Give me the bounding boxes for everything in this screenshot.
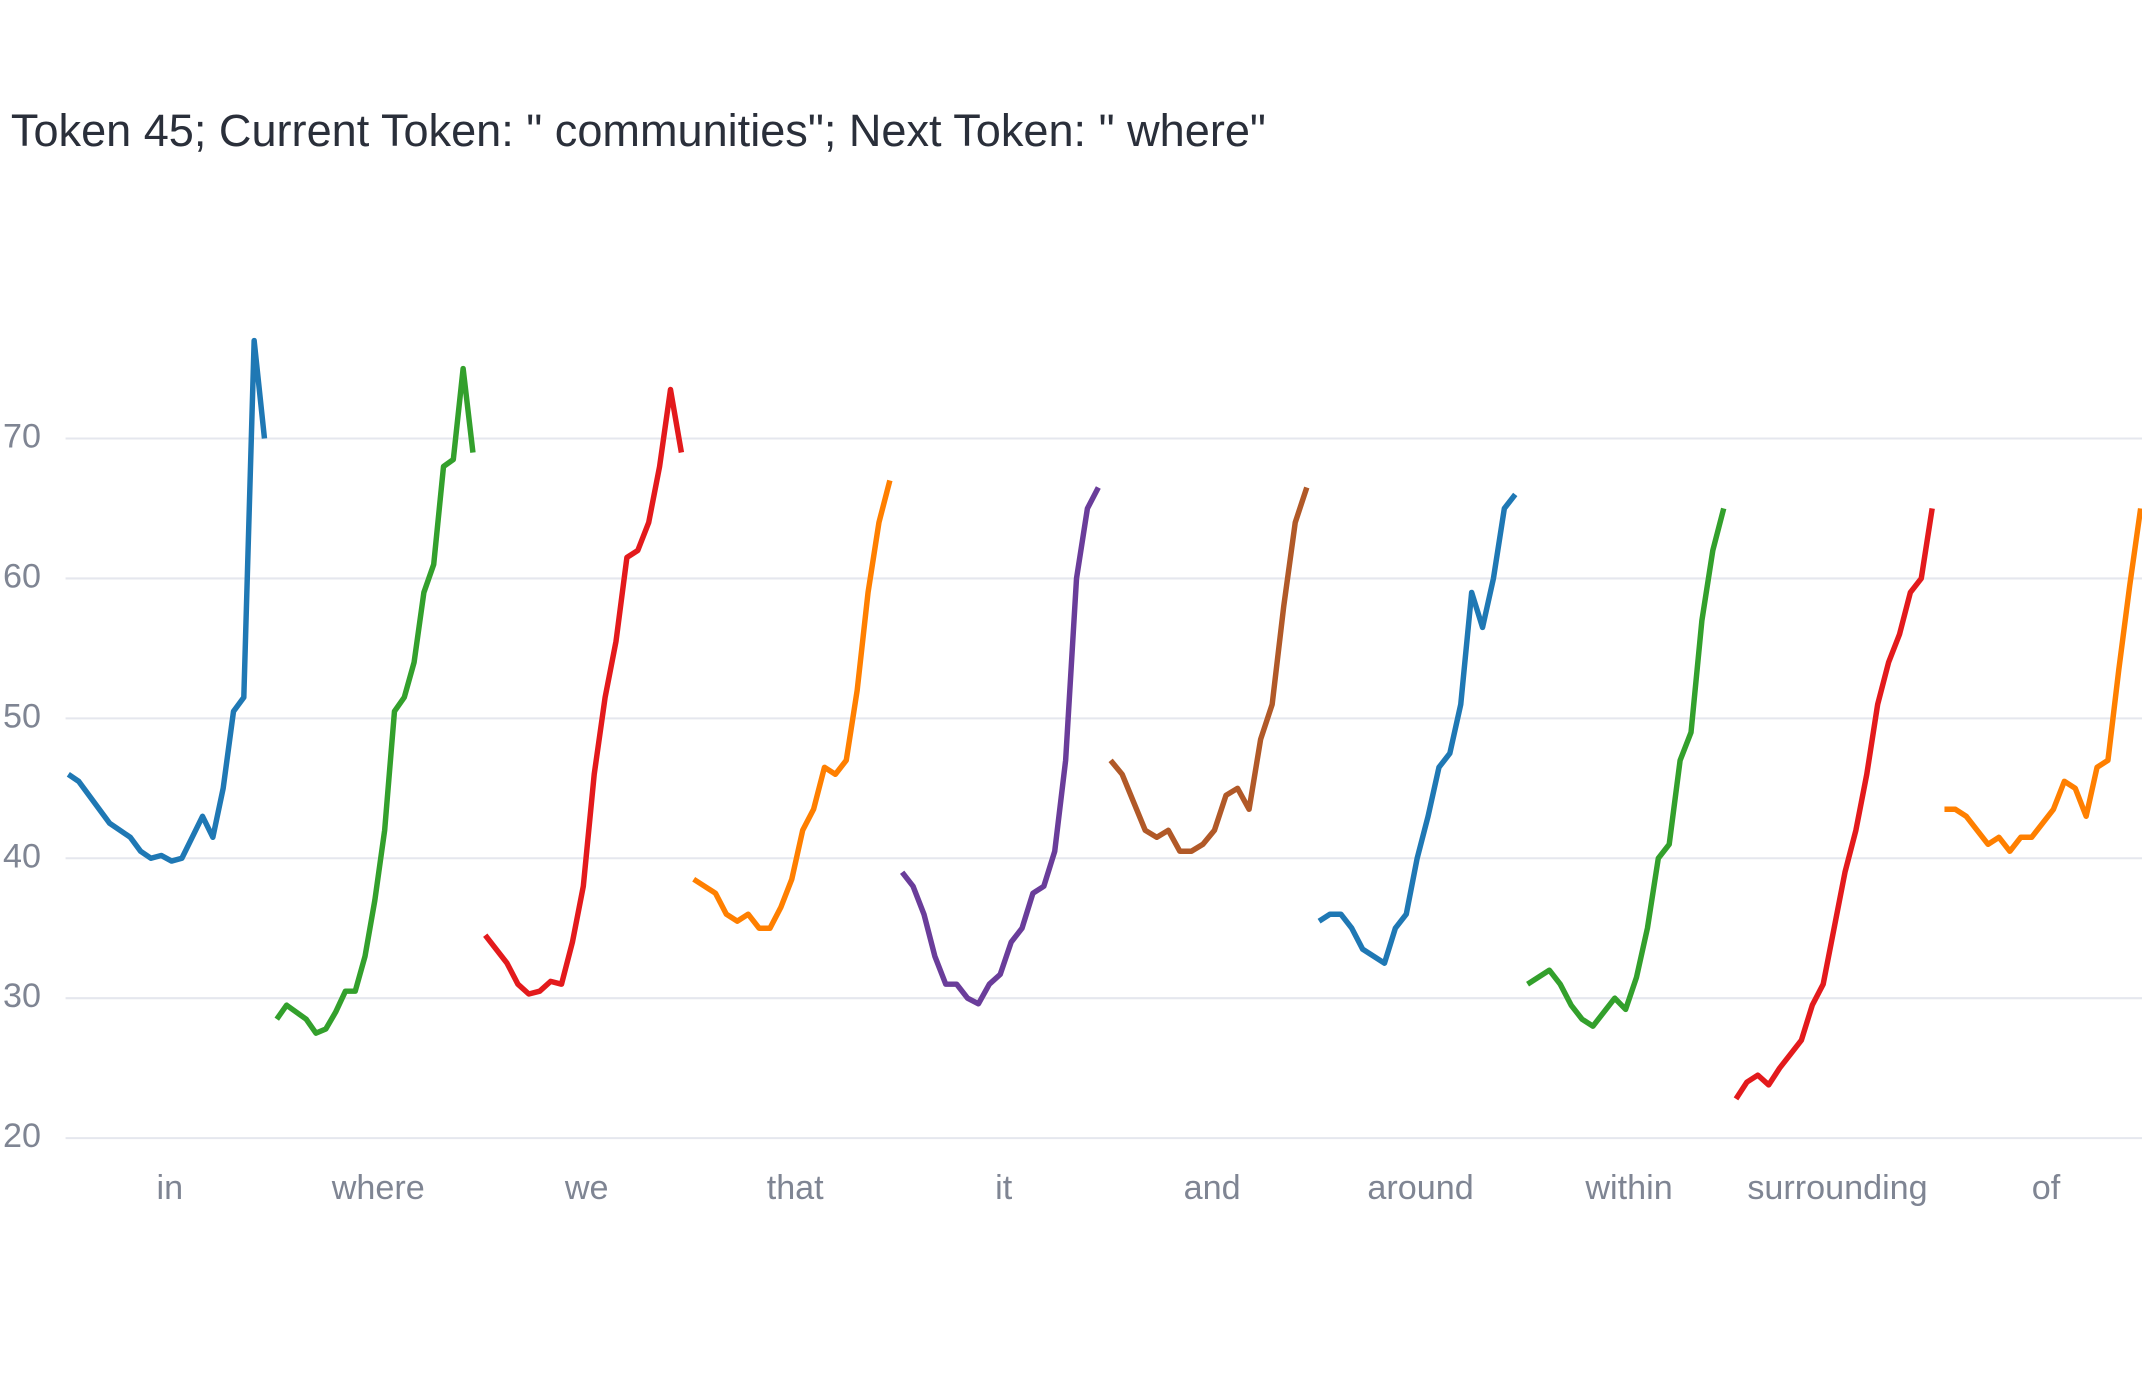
chart-title: Token 45; Current Token: " communities";… xyxy=(11,105,1266,156)
y-tick-label: 70 xyxy=(3,418,41,456)
x-tick-label: surrounding xyxy=(1747,1169,1927,1207)
y-tick-label: 50 xyxy=(3,697,41,735)
series-line xyxy=(899,486,1101,1007)
series-line xyxy=(1944,508,2142,854)
y-tick-label: 20 xyxy=(3,1117,41,1155)
x-tick-label: of xyxy=(2032,1169,2061,1207)
series-line xyxy=(1733,508,1935,1101)
series-line xyxy=(66,337,268,864)
x-tick-label: within xyxy=(1584,1169,1672,1207)
x-tick-label: we xyxy=(564,1169,609,1207)
series-line xyxy=(483,386,685,997)
y-tick-label: 60 xyxy=(3,557,41,595)
series-line xyxy=(692,479,893,931)
x-tick-label: in xyxy=(157,1169,184,1207)
series-line xyxy=(1108,486,1310,854)
series-line xyxy=(274,365,476,1036)
x-tick-label: and xyxy=(1184,1169,1241,1207)
x-tick-label: it xyxy=(995,1169,1013,1207)
y-tick-label: 40 xyxy=(3,837,41,875)
x-tick-label: around xyxy=(1367,1169,1473,1207)
series-line xyxy=(1526,507,1727,1029)
y-tick-label: 30 xyxy=(3,977,41,1015)
x-tick-label: where xyxy=(331,1169,425,1207)
series-line xyxy=(1317,492,1518,966)
x-tick-label: that xyxy=(767,1169,824,1207)
